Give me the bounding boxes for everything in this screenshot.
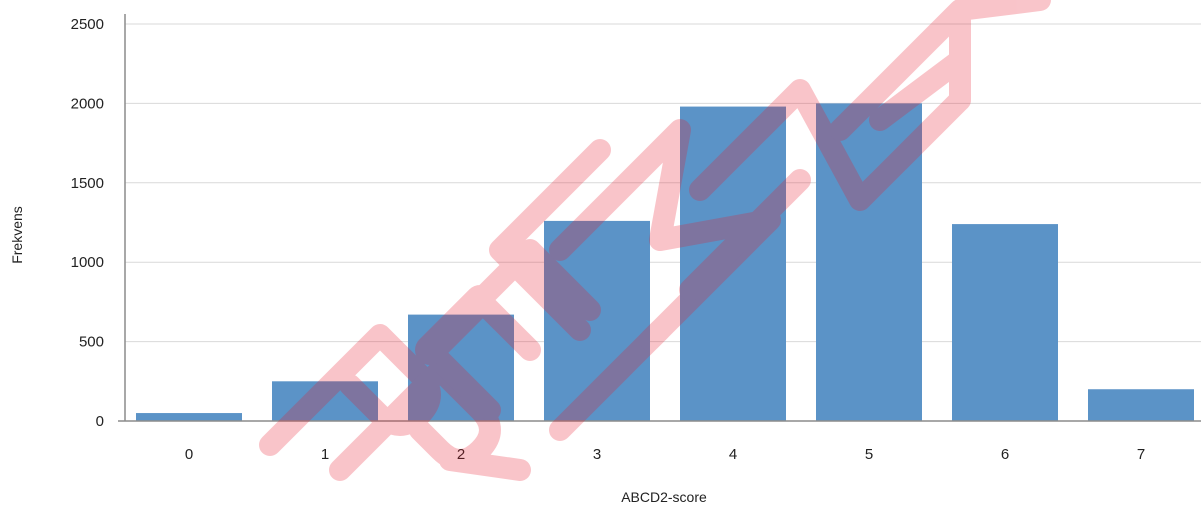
bars [136, 103, 1194, 422]
watermark-letter-l [489, 139, 611, 341]
x-tick-labels: 0 1 2 3 4 5 6 7 [185, 446, 1145, 463]
bar-5 [816, 103, 922, 422]
bar-0 [136, 413, 242, 421]
y-tick-label: 1000 [71, 254, 104, 271]
watermark-stroke [415, 285, 495, 365]
watermark-letter-i-1 [549, 319, 671, 441]
x-tick-label: 7 [1137, 446, 1145, 463]
x-tick-label: 6 [1001, 446, 1009, 463]
x-tick-label: 2 [457, 446, 465, 463]
x-axis-title: ABCD2-score [621, 489, 707, 505]
bar-4 [680, 106, 786, 422]
x-tick-label: 0 [185, 446, 193, 463]
preliminary-watermark [259, 0, 1051, 481]
x-tick-label: 4 [729, 446, 737, 463]
x-tick-label: 5 [865, 446, 873, 463]
y-tick-label: 500 [79, 334, 104, 351]
bar-6 [952, 224, 1058, 421]
x-tick-label: 1 [321, 446, 329, 463]
y-tick-label: 2500 [71, 16, 104, 33]
watermark-letter-p [259, 324, 441, 456]
bar-2 [408, 314, 514, 421]
y-tick-labels: 0 500 1000 1500 2000 2500 [71, 16, 104, 430]
watermark-letter-n [689, 79, 971, 211]
y-tick-label: 1500 [71, 175, 104, 192]
watermark-letter-a [829, 0, 1051, 141]
watermark-letter-e [419, 239, 601, 421]
bar-3 [544, 220, 650, 421]
watermark-letter-m [549, 119, 781, 351]
y-axis-title: Frekvens [9, 206, 25, 264]
x-tick-label: 3 [593, 446, 601, 463]
y-tick-label: 2000 [71, 95, 104, 112]
bar-1 [272, 381, 378, 421]
y-tick-label: 0 [96, 413, 104, 430]
watermark-letter-r [329, 359, 531, 481]
watermark-letter-i-2 [679, 169, 811, 301]
bar-7 [1088, 389, 1194, 421]
